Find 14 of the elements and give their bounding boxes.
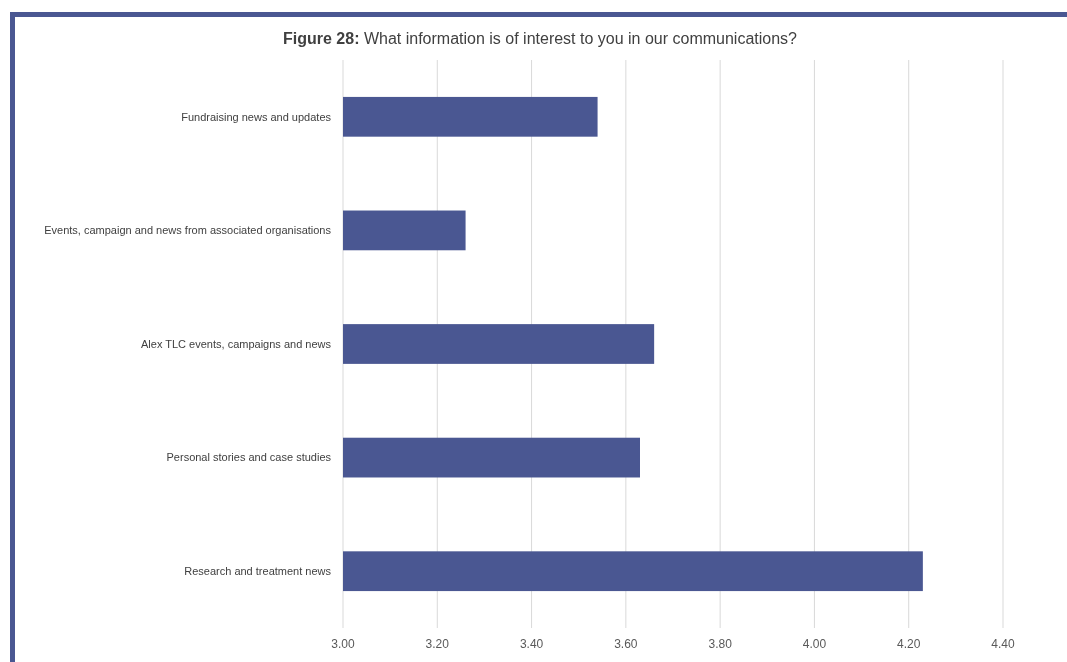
x-tick-label: 4.00 <box>802 637 827 651</box>
x-tick-label: 3.40 <box>519 637 544 651</box>
y-tick-label: Alex TLC events, campaigns and news <box>141 337 332 350</box>
x-tick-label: 3.80 <box>708 637 733 651</box>
x-tick-label: 4.20 <box>897 637 921 651</box>
x-tick-label: 3.00 <box>331 637 355 651</box>
y-tick-label: Events, campaign and news from associated organisations <box>44 224 332 237</box>
chart-title: Figure 28: What information is of interest to you in our communications? <box>283 30 798 47</box>
x-tick-label: 3.60 <box>614 637 638 651</box>
x-tick-label: 4.40 <box>991 637 1015 651</box>
y-tick-label: Fundraising news and updates <box>181 110 332 123</box>
x-tick-label: 3.20 <box>425 637 450 651</box>
y-tick-label: Personal stories and case studies <box>166 451 332 464</box>
y-tick-label: Research and treatment news <box>184 565 332 578</box>
